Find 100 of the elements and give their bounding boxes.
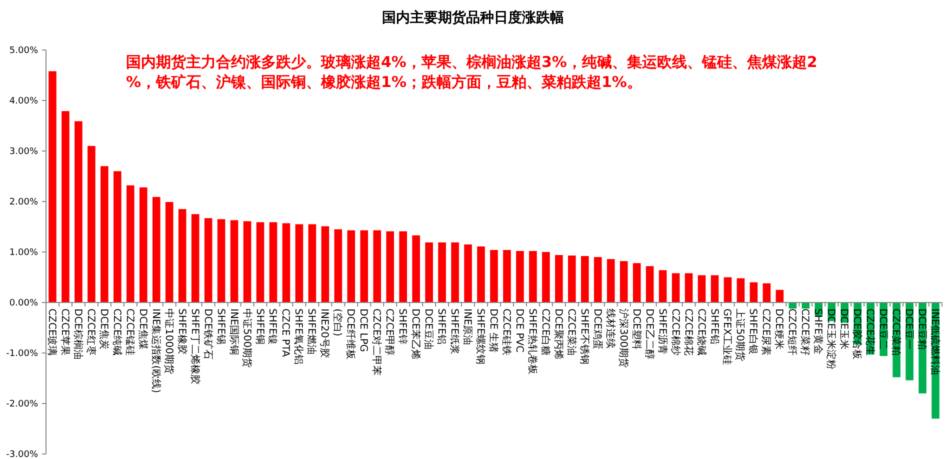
x-tick-label: CZCE烧碱	[695, 308, 708, 356]
chart-title: 国内主要期货品种日度涨跌幅	[382, 9, 564, 26]
x-tick-label: DCE乙二醇	[643, 308, 656, 360]
bar	[684, 273, 693, 302]
x-tick-label: DCE粳米	[773, 308, 786, 350]
x-tick-label: CZCE尿素	[760, 308, 772, 356]
bar	[503, 250, 511, 302]
x-tick-label: CZCE花生	[864, 308, 876, 356]
x-tick-label: INE20号胶	[318, 308, 331, 358]
bar	[736, 278, 745, 302]
x-tick-label: CZCE棉纱	[669, 308, 682, 356]
y-tick-label: 2.00%	[9, 198, 38, 208]
x-tick-label: INE低硫燃料油	[929, 308, 942, 376]
bar	[412, 235, 420, 302]
x-tick-label: 中证1000期货	[162, 308, 175, 374]
bar	[386, 231, 394, 302]
bar	[295, 224, 304, 302]
bar	[762, 283, 771, 302]
bar	[529, 250, 537, 302]
x-tick-label: DCE豆粕	[916, 308, 928, 350]
bar	[438, 242, 446, 302]
x-tick-label: DCE胶合板	[851, 308, 864, 360]
bar	[425, 242, 433, 302]
x-tick-label: INE集运指数(欧线)	[150, 308, 162, 394]
x-tick-label: SHFE螺纹钢	[474, 308, 487, 364]
bar	[334, 229, 342, 302]
bar	[698, 275, 706, 302]
x-tick-label: DCE鸡蛋	[591, 308, 604, 350]
bar	[62, 111, 70, 302]
bar	[178, 209, 186, 302]
x-tick-label: SHFE铅	[708, 308, 720, 344]
x-tick-label: CZCE棉花	[682, 308, 694, 356]
x-tick-label: DCE玉米淀粉	[825, 308, 838, 370]
x-tick-label: INE国际铜	[228, 308, 239, 356]
x-tick-label: SHFE不锈钢	[578, 308, 590, 364]
bar	[776, 290, 784, 302]
bar	[204, 218, 212, 302]
bar	[48, 71, 56, 302]
x-tick-label: DCE豆一	[903, 308, 914, 350]
bar	[256, 222, 264, 302]
x-tick-label: DCE苯乙烯	[410, 308, 422, 360]
bar	[360, 230, 368, 302]
x-tick-label: SHFE丁二烯橡胶	[188, 308, 201, 384]
x-tick-label: CZCE锰硅	[124, 308, 136, 356]
x-tick-label: SHFE锌	[396, 308, 409, 344]
bar	[308, 224, 316, 302]
y-tick-label: 5.00%	[9, 46, 38, 56]
bar	[126, 185, 134, 302]
x-tick-label: SHFE黄金	[812, 308, 824, 354]
bar	[230, 220, 238, 302]
x-tick-label: 线材连续	[604, 308, 616, 348]
bar	[399, 231, 407, 302]
bar	[606, 259, 615, 302]
y-tick-label: -2.00%	[6, 400, 38, 410]
bar	[373, 230, 382, 302]
y-tick-label: 3.00%	[9, 147, 38, 158]
bar	[594, 257, 602, 302]
x-tick-label: DCE塑料	[630, 308, 642, 350]
bar	[542, 252, 550, 302]
x-tick-label: CZCE甲醇	[384, 308, 396, 356]
bar	[568, 256, 576, 302]
x-tick-label: SHFE纸浆	[448, 308, 461, 354]
x-tick-label: SHFE燃油	[306, 308, 318, 354]
x-tick-label: CZCE白糖	[539, 308, 552, 356]
bar	[710, 275, 719, 302]
bar	[269, 222, 278, 302]
x-tick-label: CZCE硅铁	[500, 308, 512, 356]
bar	[464, 244, 472, 302]
bar	[243, 221, 252, 302]
x-tick-label: SHFE镍	[266, 308, 279, 344]
y-tick-label: 4.00%	[9, 96, 38, 107]
x-tick-label: CZCE苹果	[58, 308, 71, 356]
x-tick-label: CZCE纯碱	[110, 308, 123, 356]
bar	[152, 196, 160, 302]
bar	[100, 166, 108, 302]
bar	[646, 266, 654, 302]
bar	[74, 121, 82, 302]
y-tick-label: 1.00%	[9, 248, 38, 258]
x-tick-label: DCE纤维板	[344, 308, 357, 360]
x-tick-label: CZCE红枣	[84, 308, 97, 356]
bar	[555, 255, 563, 302]
x-tick-label: SHFE热轧卷板	[526, 308, 538, 374]
x-tick-label: INE原油	[462, 308, 474, 346]
bar	[88, 146, 96, 302]
x-tick-label: DCE 生猪	[488, 308, 500, 353]
x-tick-label: SHFE铜	[254, 308, 265, 344]
x-tick-label: 上证50期货	[734, 308, 746, 362]
bar	[724, 277, 732, 302]
x-tick-label: CZCE PTA	[280, 308, 291, 358]
x-tick-label: DCE豆二	[877, 308, 888, 350]
x-tick-label: DCE PVC	[513, 308, 524, 353]
x-tick-label: CZCE菜粕	[890, 308, 902, 356]
bar	[632, 263, 641, 302]
x-tick-label: DCE豆油	[422, 308, 435, 350]
x-tick-label: 中证500期货	[240, 308, 253, 368]
y-tick-label: -3.00%	[6, 450, 38, 459]
y-tick-label: -1.00%	[6, 349, 38, 360]
x-tick-label: (空白)	[332, 308, 344, 336]
x-tick-label: SHFE沥青	[656, 308, 668, 354]
x-tick-label: SHFE铝	[436, 308, 447, 344]
